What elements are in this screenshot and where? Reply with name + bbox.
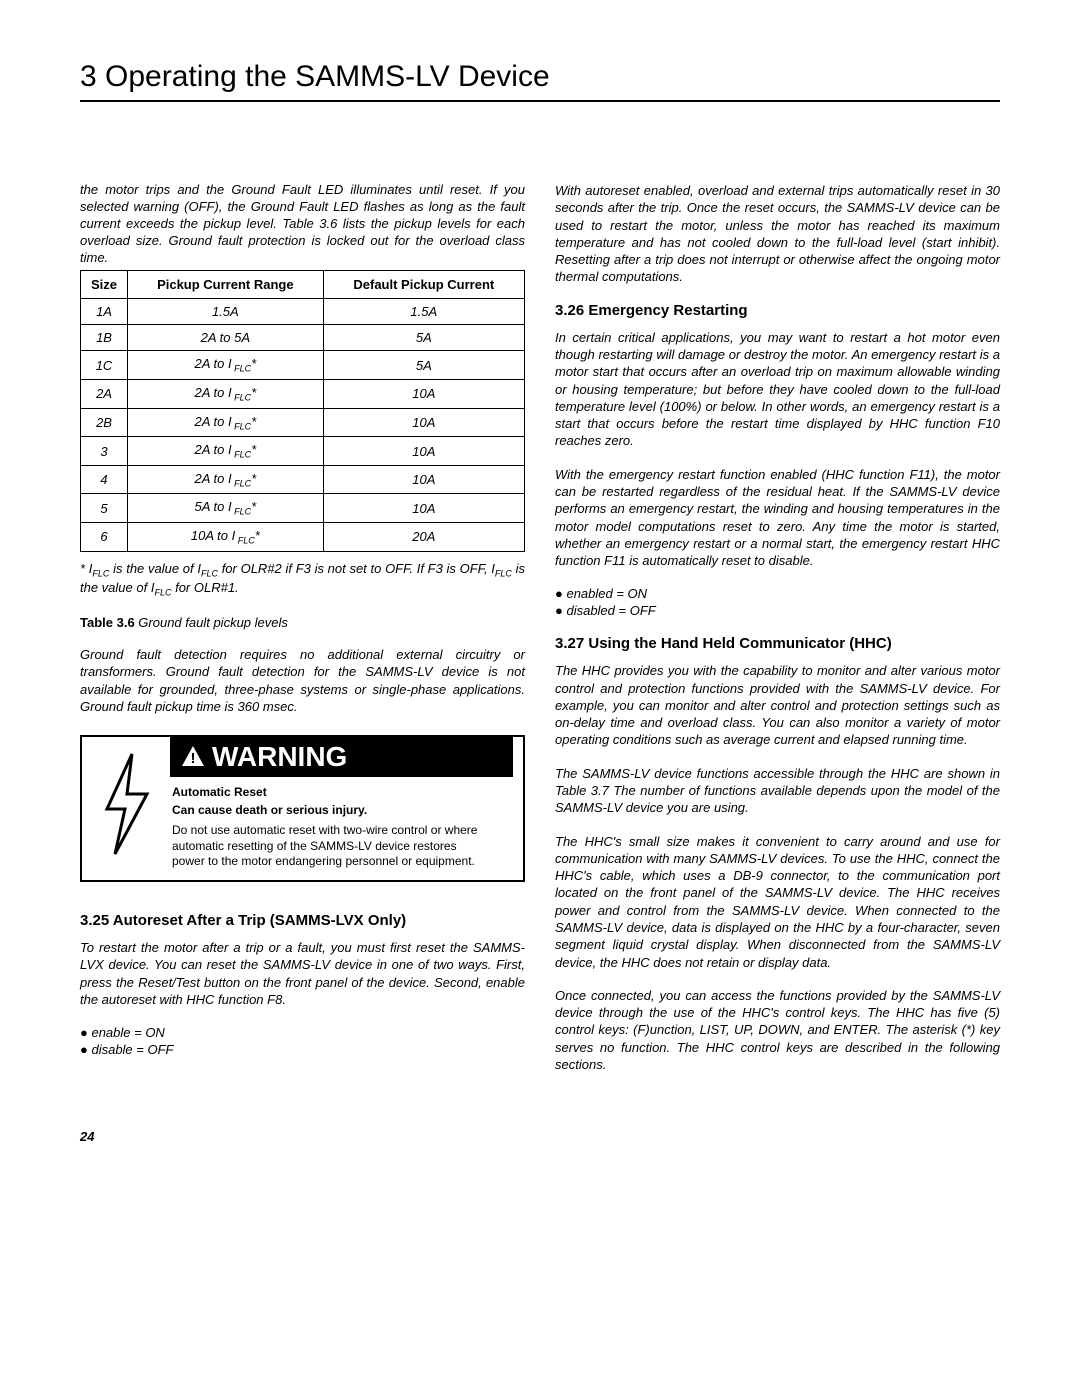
table-header: Size: [81, 271, 128, 299]
ground-fault-table: Size Pickup Current Range Default Pickup…: [80, 270, 525, 551]
table-cell: 5A: [323, 325, 524, 351]
table-cell: 10A: [323, 380, 524, 409]
body-paragraph: Ground fault detection requires no addit…: [80, 646, 525, 715]
table-cell: 1C: [81, 351, 128, 380]
table-cell: 2A to I FLC*: [128, 351, 324, 380]
table-cell: 5A: [323, 351, 524, 380]
table-cell: 2A to 5A: [128, 325, 324, 351]
svg-text:!: !: [191, 750, 196, 767]
table-cell: 5: [81, 494, 128, 523]
warning-header-text: WARNING: [212, 741, 347, 773]
table-cell: 2B: [81, 408, 128, 437]
section-heading: 3.26 Emergency Restarting: [555, 302, 1000, 319]
table-cell: 6: [81, 523, 128, 552]
table-cell: 4: [81, 465, 128, 494]
section-heading: 3.27 Using the Hand Held Communicator (H…: [555, 635, 1000, 652]
right-column: With autoreset enabled, overload and ext…: [555, 182, 1000, 1089]
bullet-list: enable = ON disable = OFF: [80, 1024, 525, 1058]
table-cell: 10A: [323, 465, 524, 494]
body-paragraph: The HHC's small size makes it convenient…: [555, 833, 1000, 971]
page-title: 3 Operating the SAMMS-LV Device: [80, 60, 1000, 102]
table-cell: 10A: [323, 437, 524, 466]
table-cell: 2A to I FLC*: [128, 437, 324, 466]
table-cell: 1.5A: [128, 299, 324, 325]
warning-body: Do not use automatic reset with two-wire…: [172, 823, 513, 870]
table-cell: 10A: [323, 408, 524, 437]
list-item: disable = OFF: [80, 1041, 525, 1058]
table-footnote: * IFLC is the value of IFLC for OLR#2 if…: [80, 560, 525, 599]
table-cell: 2A to I FLC*: [128, 408, 324, 437]
left-intro-text: the motor trips and the Ground Fault LED…: [80, 182, 525, 266]
warning-box: ! WARNING Automatic Reset Can cause deat…: [80, 735, 525, 882]
body-paragraph: Once connected, you can access the funct…: [555, 987, 1000, 1073]
body-paragraph: In certain critical applications, you ma…: [555, 329, 1000, 450]
table-cell: 2A to I FLC*: [128, 380, 324, 409]
list-item: disabled = OFF: [555, 602, 1000, 619]
body-paragraph: With autoreset enabled, overload and ext…: [555, 182, 1000, 286]
table-cell: 5A to I FLC*: [128, 494, 324, 523]
table-cell: 20A: [323, 523, 524, 552]
table-cell: 1A: [81, 299, 128, 325]
list-item: enable = ON: [80, 1024, 525, 1041]
table-cell: 10A: [323, 494, 524, 523]
table-cell: 10A to I FLC*: [128, 523, 324, 552]
list-item: enabled = ON: [555, 585, 1000, 602]
section-heading: 3.25 Autoreset After a Trip (SAMMS-LVX O…: [80, 912, 525, 929]
body-paragraph: The HHC provides you with the capability…: [555, 662, 1000, 748]
warning-sub: Can cause death or serious injury.: [172, 803, 513, 817]
lightning-icon: [82, 737, 172, 880]
body-paragraph: With the emergency restart function enab…: [555, 466, 1000, 570]
table-header: Default Pickup Current: [323, 271, 524, 299]
table-cell: 1.5A: [323, 299, 524, 325]
table-cell: 2A: [81, 380, 128, 409]
table-caption: Table 3.6 Ground fault pickup levels: [80, 615, 525, 630]
table-header: Pickup Current Range: [128, 271, 324, 299]
bullet-list: enabled = ON disabled = OFF: [555, 585, 1000, 619]
warning-title: Automatic Reset: [172, 785, 513, 799]
table-cell: 2A to I FLC*: [128, 465, 324, 494]
table-cell: 3: [81, 437, 128, 466]
page-number: 24: [80, 1129, 1000, 1144]
body-paragraph: The SAMMS-LV device functions accessible…: [555, 765, 1000, 817]
table-cell: 1B: [81, 325, 128, 351]
body-paragraph: To restart the motor after a trip or a f…: [80, 939, 525, 1008]
left-column: the motor trips and the Ground Fault LED…: [80, 182, 525, 1089]
